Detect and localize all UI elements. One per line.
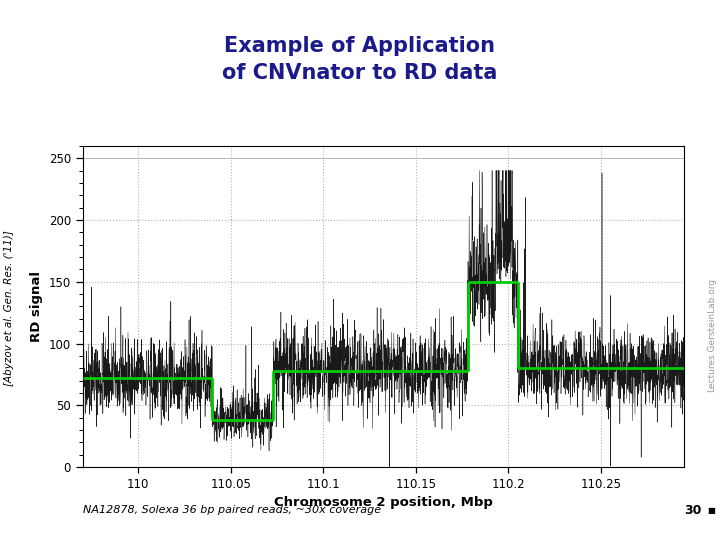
Text: NA12878, Solexa 36 bp paired reads, ~30x coverage: NA12878, Solexa 36 bp paired reads, ~30x…	[83, 505, 381, 515]
X-axis label: Chromosome 2 position, Mbp: Chromosome 2 position, Mbp	[274, 496, 492, 509]
Text: [Abyzov et al. Gen. Res. ('11)]: [Abyzov et al. Gen. Res. ('11)]	[4, 230, 14, 386]
Text: 30: 30	[685, 504, 702, 517]
Text: ■: ■	[707, 506, 715, 515]
Text: Example of Application: Example of Application	[225, 36, 495, 56]
Text: Lectures.GersteinLab.org: Lectures.GersteinLab.org	[707, 278, 716, 392]
Text: of CNVnator to RD data: of CNVnator to RD data	[222, 63, 498, 83]
Y-axis label: RD signal: RD signal	[30, 271, 43, 342]
